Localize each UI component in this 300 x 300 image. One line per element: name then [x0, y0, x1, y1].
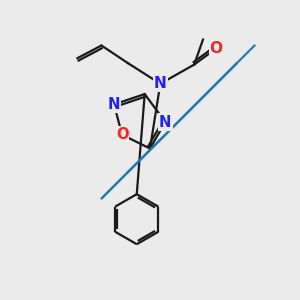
Text: N: N [159, 115, 172, 130]
Text: O: O [210, 41, 223, 56]
Text: N: N [108, 97, 120, 112]
Text: O: O [116, 127, 128, 142]
Text: N: N [154, 76, 167, 91]
